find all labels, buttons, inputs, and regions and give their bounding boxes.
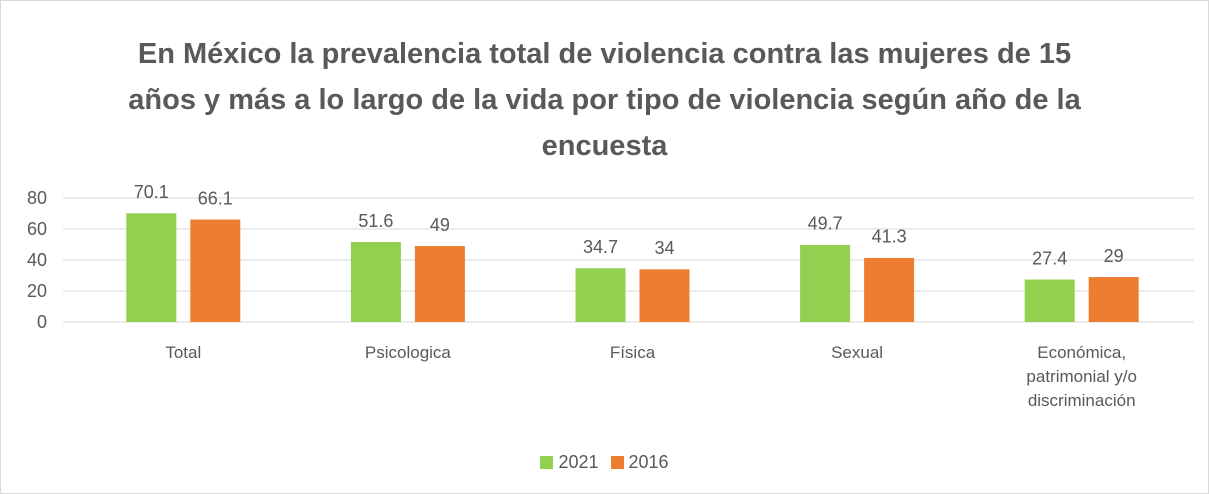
bar	[1024, 279, 1075, 322]
data-label: 41.3	[872, 227, 907, 247]
x-tick-label: Económica, patrimonial y/o discriminació…	[1026, 343, 1137, 410]
bar	[414, 246, 465, 322]
legend-item: 2021	[540, 452, 599, 473]
legend: 2021 2016	[1, 452, 1208, 474]
data-label: 34.7	[583, 237, 618, 257]
x-tick-label: Física	[609, 343, 656, 362]
bar	[800, 244, 851, 322]
y-tick-label: 80	[27, 188, 47, 208]
y-tick-label: 20	[27, 281, 47, 301]
y-tick-label: 60	[27, 219, 47, 239]
y-tick-label: 0	[37, 312, 47, 332]
data-label: 27.4	[1032, 248, 1067, 268]
data-label: 66.1	[198, 188, 233, 208]
chart-title: En México la prevalencia total de violen…	[128, 38, 1081, 162]
bar	[864, 257, 915, 322]
bar	[350, 242, 401, 322]
data-label: 51.6	[358, 211, 393, 231]
legend-label: 2016	[628, 452, 669, 472]
legend-swatch	[610, 456, 624, 469]
legend-label: 2021	[558, 452, 599, 472]
legend-item: 2016	[610, 452, 669, 473]
bar	[1088, 277, 1139, 322]
data-label: 34	[654, 238, 674, 258]
data-label: 49.7	[808, 214, 843, 234]
data-label: 29	[1104, 246, 1124, 266]
x-tick-label: Sexual	[831, 343, 884, 362]
legend-swatch	[540, 456, 554, 469]
bar	[190, 219, 241, 322]
data-label: 70.1	[134, 182, 169, 202]
bar	[126, 213, 177, 322]
bar	[639, 269, 690, 322]
y-tick-label: 40	[27, 250, 47, 270]
data-label: 49	[430, 215, 450, 235]
bar	[575, 268, 626, 322]
x-tick-label: Psicologica	[364, 343, 451, 362]
x-tick-label: Total	[165, 343, 202, 362]
